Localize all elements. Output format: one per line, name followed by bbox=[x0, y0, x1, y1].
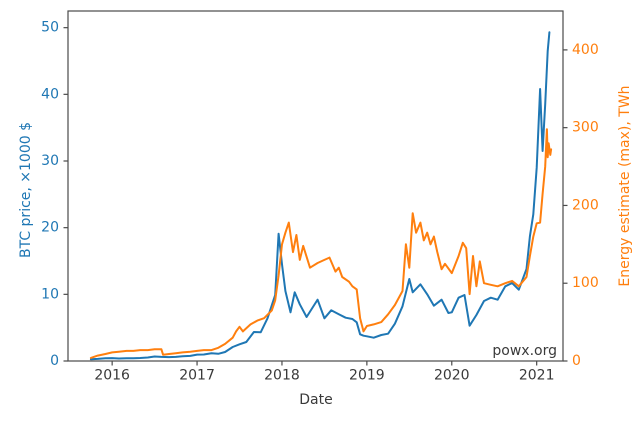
y-axis-label-right: Energy estimate (max), TWh bbox=[617, 85, 633, 287]
y-axis-label-left: BTC price, ×1000 $ bbox=[18, 121, 34, 259]
y-right-tick-label: 400 bbox=[572, 42, 599, 58]
y-left-tick-label: 40 bbox=[41, 86, 59, 102]
y-left-tick-label: 30 bbox=[41, 153, 59, 169]
energy-estimate-line bbox=[89, 128, 553, 359]
x-tick-label: 2019 bbox=[349, 368, 385, 384]
y-left-tick-label: 50 bbox=[41, 20, 59, 36]
watermark-text: powx.org bbox=[492, 343, 557, 359]
x-tick-label: 2018 bbox=[264, 368, 300, 384]
x-tick-label: 2017 bbox=[179, 368, 215, 384]
y-right-tick-label: 0 bbox=[572, 353, 581, 369]
y-right-tick-label: 300 bbox=[572, 120, 599, 136]
y-left-tick-label: 0 bbox=[50, 353, 59, 369]
plot-frame bbox=[67, 10, 564, 362]
y-left-tick-label: 10 bbox=[41, 286, 59, 302]
y-right-tick-label: 100 bbox=[572, 275, 599, 291]
x-tick-label: 2016 bbox=[94, 368, 130, 384]
x-tick-label: 2021 bbox=[519, 368, 555, 384]
x-axis-label: Date bbox=[299, 392, 333, 408]
y-right-tick-label: 200 bbox=[572, 197, 599, 213]
x-tick-label: 2020 bbox=[434, 368, 470, 384]
y-left-tick-label: 20 bbox=[41, 220, 59, 236]
btc-price-line bbox=[89, 31, 551, 361]
